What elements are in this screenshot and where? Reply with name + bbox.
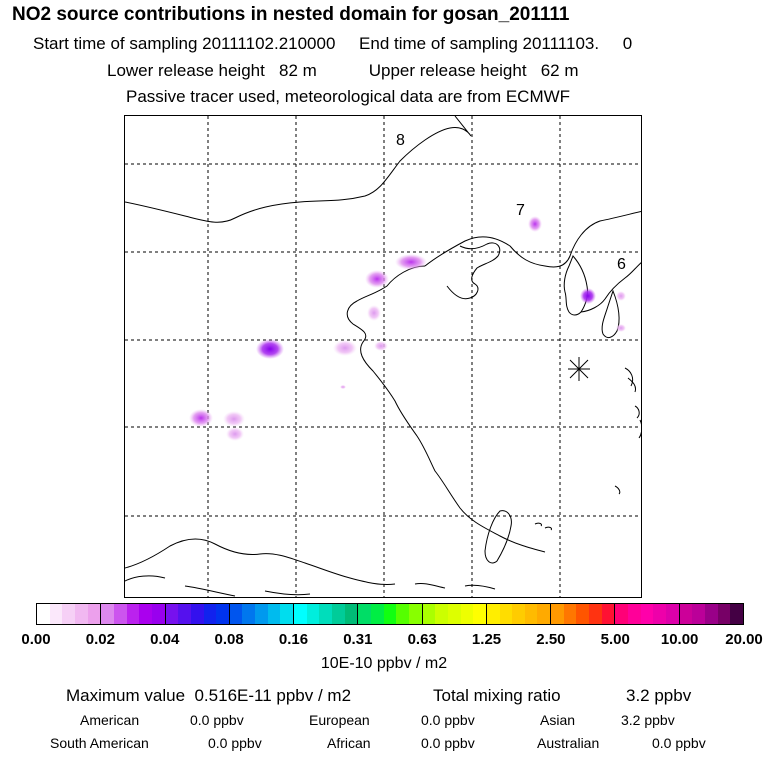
map-title: NO2 source contributions in nested domai…: [12, 4, 570, 25]
colorbar-segment: [229, 604, 295, 624]
colorbar: [36, 603, 744, 625]
sampling-time-line: Start time of sampling 20111102.210000 E…: [33, 34, 633, 53]
colorbar-segment: [615, 604, 680, 624]
region-value-european: 0.0 ppbv: [421, 712, 475, 728]
colorbar-tick-label: 0.08: [214, 631, 244, 648]
region-name-south-american: South American: [50, 735, 149, 751]
colorbar-tick-label: 0.16: [278, 631, 309, 648]
colorbar-tick-label: 0.04: [150, 631, 180, 648]
release-height-line: Lower release height 82 m Upper release …: [107, 61, 579, 80]
station-marker-icon: [568, 357, 590, 381]
colorbar-tick-label: 0.31: [343, 631, 373, 648]
region-value-south-american: 0.0 ppbv: [208, 735, 262, 751]
colorbar-segment: [358, 604, 423, 624]
colorbar-segment: [37, 604, 102, 624]
source-label-8: 8: [396, 132, 405, 149]
colorbar-segment: [165, 604, 230, 624]
coastlines: [125, 116, 641, 597]
region-value-african: 0.0 ppbv: [421, 735, 475, 751]
region-value-american: 0.0 ppbv: [190, 712, 244, 728]
colorbar-segment: [679, 604, 743, 624]
colorbar-tick-label: 0.02: [85, 631, 115, 648]
total-mixing-ratio-value: 3.2 ppbv: [626, 686, 692, 705]
colorbar-segment: [101, 604, 166, 624]
colorbar-units: 10E-10 ppbv / m2: [320, 655, 448, 672]
region-value-asian: 3.2 ppbv: [621, 712, 675, 728]
colorbar-tick-label: 0.00: [21, 631, 51, 648]
region-value-australian: 0.0 ppbv: [652, 735, 706, 751]
source-label-6: 6: [617, 256, 626, 273]
plumes: [189, 216, 626, 441]
colorbar-tick-label: 10.00: [660, 631, 699, 648]
colorbar-tick-label: 5.00: [600, 631, 630, 648]
region-name-american: American: [80, 712, 140, 728]
colorbar-segment: [422, 604, 487, 624]
source-label-7: 7: [516, 202, 525, 219]
colorbar-tick-label: 2.50: [536, 631, 566, 648]
max-value: Maximum value 0.516E-11 ppbv / m2: [66, 686, 352, 705]
region-name-european: European: [309, 712, 370, 728]
colorbar-tick-label: 1.25: [471, 631, 502, 648]
grid-lines: [125, 116, 641, 597]
total-mixing-ratio-label: Total mixing ratio: [433, 686, 561, 705]
region-name-asian: Asian: [540, 712, 576, 728]
tracer-info-line: Passive tracer used, meteorological data…: [126, 87, 571, 106]
region-name-african: African: [327, 735, 371, 751]
colorbar-segment: [486, 604, 552, 624]
colorbar-tick-label: 0.63: [407, 631, 437, 648]
colorbar-segment: [551, 604, 616, 624]
colorbar-tick-label: 20.00: [725, 631, 763, 648]
colorbar-segment: [294, 604, 359, 624]
map-canvas: [125, 116, 641, 597]
map-panel: 8 7 6: [124, 115, 642, 598]
region-name-australian: Australian: [537, 735, 600, 751]
